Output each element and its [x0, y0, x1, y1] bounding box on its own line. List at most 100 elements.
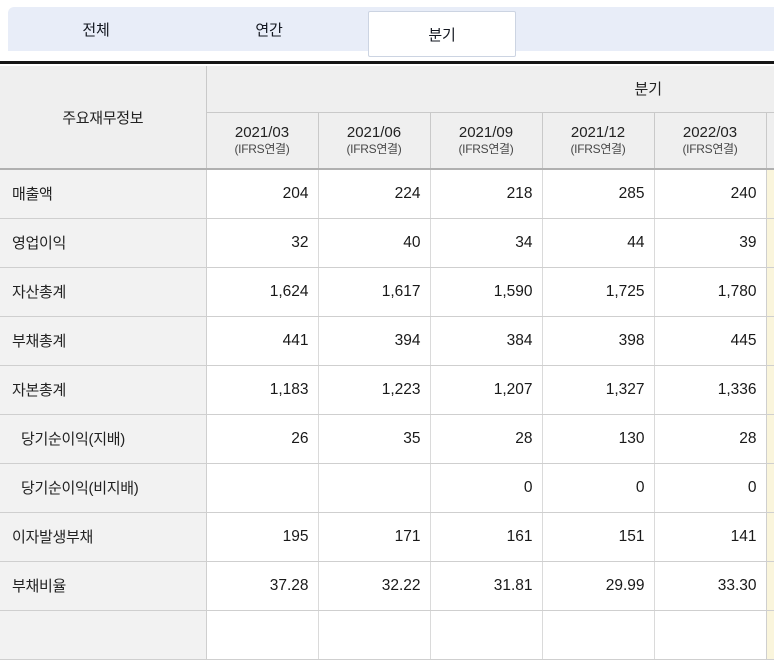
clipped-column-header [765, 112, 774, 170]
cell-value: 141 [653, 512, 766, 562]
table-row: 영업이익 32 40 34 44 39 [0, 218, 774, 268]
table-row: 당기순이익(비지배) 0 0 0 [0, 463, 774, 513]
tab-quarterly[interactable]: 분기 [368, 11, 516, 57]
cell-value: 1,617 [317, 267, 430, 317]
column-period: 2021/12 [570, 123, 626, 141]
column-header-row: 2021/03 (IFRS연결) 2021/06 (IFRS연결) 2021/0… [0, 112, 774, 170]
cell-value [541, 610, 654, 660]
row-label [0, 610, 207, 660]
column-header: 2021/06 (IFRS연결) [317, 112, 430, 170]
highlight-column-strip [765, 463, 774, 513]
cell-value: 28 [653, 414, 766, 464]
cell-value: 171 [317, 512, 430, 562]
column-basis: (IFRS연결) [346, 142, 402, 157]
row-label: 매출액 [0, 169, 207, 219]
cell-value: 31.81 [429, 561, 542, 611]
cell-value: 40 [317, 218, 430, 268]
cell-value: 1,336 [653, 365, 766, 415]
cell-value: 29.99 [541, 561, 654, 611]
cell-value: 32.22 [317, 561, 430, 611]
cell-value: 1,780 [653, 267, 766, 317]
cell-value: 26 [205, 414, 318, 464]
cell-value: 130 [541, 414, 654, 464]
row-label: 당기순이익(지배) [0, 414, 207, 464]
cell-value [317, 463, 430, 513]
column-basis: (IFRS연결) [458, 142, 514, 157]
cell-value: 151 [541, 512, 654, 562]
cell-value: 1,223 [317, 365, 430, 415]
cell-value: 37.28 [205, 561, 318, 611]
group-header-quarterly: 분기 [206, 66, 774, 113]
column-header: 2021/03 (IFRS연결) [205, 112, 318, 170]
cell-value: 161 [429, 512, 542, 562]
cell-value: 1,624 [205, 267, 318, 317]
cell-value: 0 [653, 463, 766, 513]
cell-value: 0 [429, 463, 542, 513]
cell-value: 204 [205, 169, 318, 219]
tab-bar: 전체 연간 분기 [8, 7, 774, 57]
column-period: 2021/09 [458, 123, 514, 141]
cell-value: 0 [541, 463, 654, 513]
row-label: 자산총계 [0, 267, 207, 317]
highlight-column-strip [765, 365, 774, 415]
table-row: 이자발생부채 195 171 161 151 141 [0, 512, 774, 562]
cell-value: 394 [317, 316, 430, 366]
cell-value: 1,183 [205, 365, 318, 415]
column-header: 2022/03 (IFRS연결) [653, 112, 766, 170]
cell-value: 1,327 [541, 365, 654, 415]
row-label: 부채비율 [0, 561, 207, 611]
column-header: 2021/09 (IFRS연결) [429, 112, 542, 170]
cell-value: 44 [541, 218, 654, 268]
column-period: 2022/03 [682, 123, 738, 141]
column-period: 2021/06 [346, 123, 402, 141]
cell-value: 39 [653, 218, 766, 268]
highlight-column-strip [765, 218, 774, 268]
column-basis: (IFRS연결) [234, 142, 290, 157]
cell-value: 28 [429, 414, 542, 464]
corner-header: 주요재무정보 [0, 66, 207, 170]
table-row-clipped [0, 610, 774, 660]
highlight-column-strip [765, 169, 774, 219]
cell-value: 35 [317, 414, 430, 464]
column-basis: (IFRS연결) [570, 142, 626, 157]
highlight-column-strip [765, 561, 774, 611]
cell-value: 224 [317, 169, 430, 219]
cell-value: 384 [429, 316, 542, 366]
cell-value [429, 610, 542, 660]
cell-value: 34 [429, 218, 542, 268]
cell-value [653, 610, 766, 660]
column-header: 2021/12 (IFRS연결) [541, 112, 654, 170]
cell-value: 1,590 [429, 267, 542, 317]
highlight-column-strip [765, 512, 774, 562]
cell-value [317, 610, 430, 660]
highlight-column-strip [765, 267, 774, 317]
financial-table-wrapper: 주요재무정보 분기 2021/03 (IFRS연결) 2021/06 (IFRS… [0, 61, 774, 660]
table-row: 자산총계 1,624 1,617 1,590 1,725 1,780 [0, 267, 774, 317]
tab-all[interactable]: 전체 [82, 21, 110, 39]
row-label: 당기순이익(비지배) [0, 463, 207, 513]
table-row: 부채비율 37.28 32.22 31.81 29.99 33.30 [0, 561, 774, 611]
highlight-column-strip [765, 414, 774, 464]
table-row: 당기순이익(지배) 26 35 28 130 28 [0, 414, 774, 464]
row-label: 영업이익 [0, 218, 207, 268]
cell-value: 398 [541, 316, 654, 366]
table-row: 부채총계 441 394 384 398 445 [0, 316, 774, 366]
row-label: 이자발생부채 [0, 512, 207, 562]
cell-value: 285 [541, 169, 654, 219]
financial-table: 주요재무정보 분기 2021/03 (IFRS연결) 2021/06 (IFRS… [0, 66, 774, 660]
cell-value: 218 [429, 169, 542, 219]
cell-value: 32 [205, 218, 318, 268]
tab-annual[interactable]: 연간 [255, 21, 283, 39]
row-label: 부채총계 [0, 316, 207, 366]
table-row: 매출액 204 224 218 285 240 [0, 169, 774, 219]
group-header-row: 주요재무정보 분기 [0, 66, 774, 170]
cell-value: 1,725 [541, 267, 654, 317]
column-period: 2021/03 [234, 123, 290, 141]
cell-value: 33.30 [653, 561, 766, 611]
cell-value [205, 610, 318, 660]
cell-value: 445 [653, 316, 766, 366]
row-label: 자본총계 [0, 365, 207, 415]
highlight-column-strip [765, 316, 774, 366]
page: 전체 연간 분기 주요재무정보 분기 2021/03 (IFRS연결) [0, 7, 774, 660]
column-basis: (IFRS연결) [682, 142, 738, 157]
